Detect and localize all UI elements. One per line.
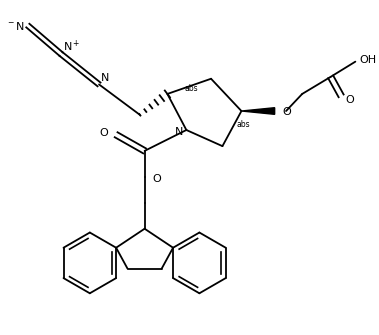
Text: OH: OH [359, 55, 376, 65]
Text: N$^+$: N$^+$ [63, 39, 80, 54]
Text: N: N [101, 73, 109, 83]
Text: O: O [152, 174, 161, 184]
Text: abs: abs [185, 84, 198, 93]
Text: N: N [175, 127, 183, 137]
Text: O: O [345, 94, 354, 105]
Text: $^-$N: $^-$N [6, 19, 25, 31]
Text: O: O [100, 128, 108, 138]
Text: O: O [282, 107, 291, 117]
Polygon shape [241, 108, 275, 114]
Text: abs: abs [237, 120, 250, 129]
